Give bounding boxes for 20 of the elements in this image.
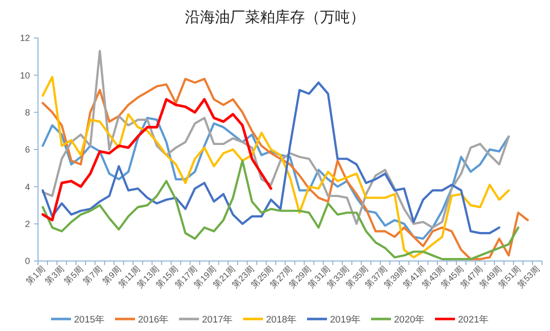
legend-label: 2017年 — [202, 313, 234, 326]
line-series — [41, 98, 272, 222]
y-tick-label: 12 — [20, 33, 30, 44]
y-tick-label: 6 — [24, 144, 30, 155]
line-series — [42, 50, 510, 229]
y-tick-label: 0 — [24, 256, 30, 266]
legend-label: 2019年 — [330, 313, 362, 326]
y-tick-label: 2 — [24, 218, 30, 229]
legend-label: 2016年 — [138, 313, 170, 326]
line-series — [42, 160, 520, 260]
y-tick-label: 4 — [24, 182, 30, 192]
legend-label: 2015年 — [74, 313, 106, 326]
legend-label: 2020年 — [394, 313, 426, 326]
line-series — [42, 82, 500, 234]
chart-title: 沿海油厂菜粕库存（万吨） — [185, 9, 365, 26]
y-tick-label: 8 — [24, 107, 30, 118]
legend-label: 2018年 — [266, 313, 298, 326]
y-tick-label: 10 — [20, 70, 30, 80]
legend-label: 2021年 — [458, 313, 490, 326]
line-series — [42, 116, 510, 240]
